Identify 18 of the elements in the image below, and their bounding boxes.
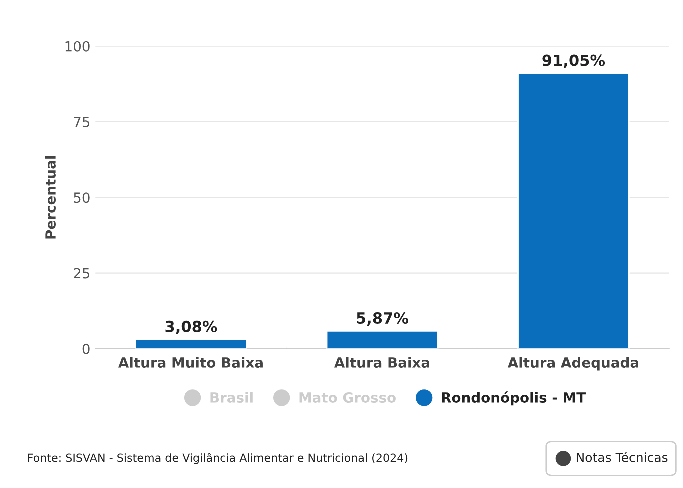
source-note: Fonte: SISVAN - Sistema de Vigilância Alimentar e Nutricional (2024) xyxy=(28,453,408,464)
text: Notas Técnicas xyxy=(576,452,668,462)
bar xyxy=(135,338,248,349)
legend-label: Rondonópolis - MT xyxy=(442,392,586,406)
data-label: 3,08% xyxy=(166,320,218,334)
data-label: 91,05% xyxy=(542,54,606,68)
y-tick-label: 0 xyxy=(82,344,90,354)
x-tick-label: Altura Muito Baixa xyxy=(118,357,263,368)
y-tick-label: 100 xyxy=(66,41,90,52)
y-tick-label: 25 xyxy=(74,268,90,279)
bar xyxy=(518,72,630,349)
data-label: 5,87% xyxy=(357,312,408,326)
x-tick-label: Altura Adequada xyxy=(508,357,638,371)
x-tick-label: Altura Baixa xyxy=(334,357,430,368)
y-tick-label: 50 xyxy=(74,192,90,204)
y-tick-label: 75 xyxy=(74,117,90,128)
y-axis-title: Percentual xyxy=(45,156,56,239)
bar xyxy=(326,330,439,349)
